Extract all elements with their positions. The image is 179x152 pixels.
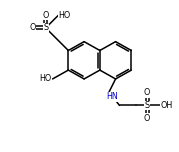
Text: HO: HO: [39, 74, 52, 83]
Text: S: S: [144, 101, 150, 110]
Text: HN: HN: [107, 92, 118, 101]
Text: O: O: [144, 88, 150, 97]
Text: HO: HO: [59, 11, 71, 20]
Text: OH: OH: [161, 101, 173, 110]
Text: O: O: [42, 11, 49, 20]
Text: O: O: [30, 23, 36, 32]
Text: O: O: [144, 114, 150, 123]
Text: S: S: [43, 23, 48, 32]
